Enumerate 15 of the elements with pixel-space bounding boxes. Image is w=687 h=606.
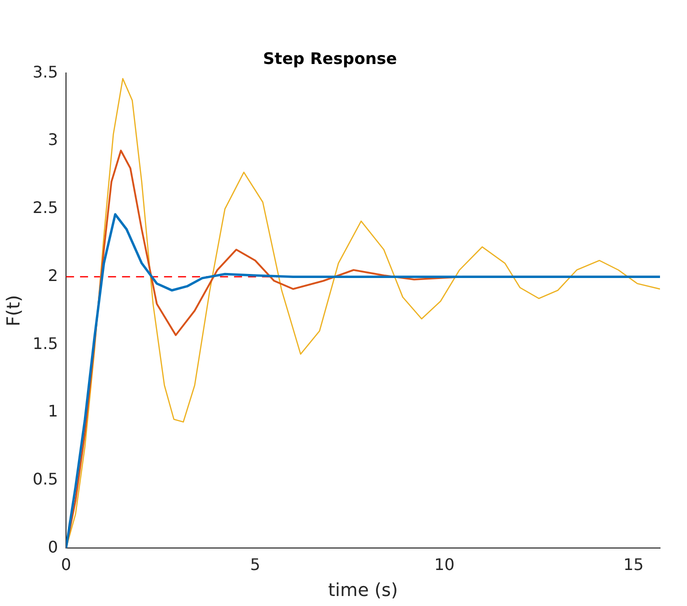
y-tick-label: 1	[48, 402, 58, 421]
y-tick-label: 1.5	[32, 334, 58, 353]
y-tick-label: 2.5	[32, 198, 58, 218]
x-tick-label: 5	[250, 554, 260, 574]
y-tick-label: 0.5	[32, 470, 58, 488]
y-axis-title: F(t)	[3, 294, 24, 326]
y-tick-label: 2	[48, 266, 58, 285]
chart-title: Step Response	[263, 48, 398, 68]
x-axis-title: time (s)	[328, 580, 398, 601]
y-tick-label: 0	[48, 537, 58, 556]
x-tick-label: 15	[623, 554, 644, 574]
y-tick-label: 3.5	[32, 62, 58, 82]
x-tick-label: 10	[434, 554, 455, 574]
x-tick-label: 0	[60, 554, 72, 574]
y-tick-label: 3	[48, 130, 58, 150]
